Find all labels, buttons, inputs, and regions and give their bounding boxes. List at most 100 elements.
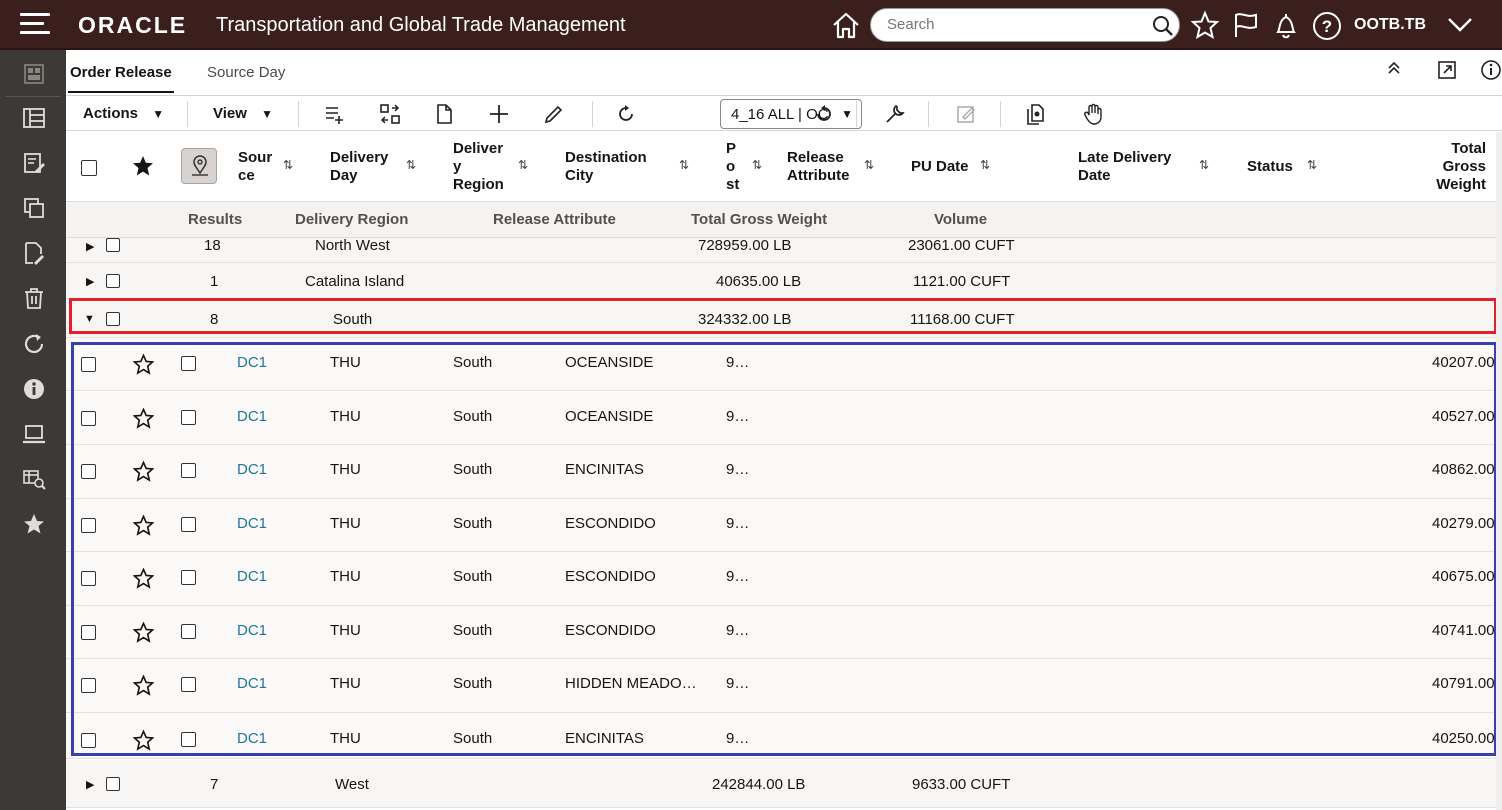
layout-icon[interactable] xyxy=(22,106,46,130)
sort-icon[interactable]: ⇅ xyxy=(283,158,294,172)
add-icon[interactable] xyxy=(488,103,510,125)
search-icon[interactable] xyxy=(1151,14,1175,38)
column-pu-date[interactable]: PU Date xyxy=(911,158,969,175)
home-icon[interactable] xyxy=(830,10,862,40)
table-row[interactable]: DC1 THU South HIDDEN MEADO… 9… 40791.00 xyxy=(66,659,1498,713)
help-icon[interactable]: ? xyxy=(1311,10,1343,42)
row-select-checkbox[interactable] xyxy=(81,464,96,479)
source-link[interactable]: DC1 xyxy=(237,675,268,692)
delete-icon[interactable] xyxy=(22,286,46,310)
column-late-delivery-date[interactable]: Late Delivery Date xyxy=(1078,149,1172,184)
search-input[interactable] xyxy=(887,16,1137,33)
refresh-icon[interactable] xyxy=(615,103,637,125)
favorite-star-icon[interactable] xyxy=(133,461,154,482)
row-flag-checkbox[interactable] xyxy=(181,410,196,425)
map-view-button[interactable] xyxy=(181,148,217,184)
row-flag-checkbox[interactable] xyxy=(181,356,196,371)
sort-icon[interactable]: ⇅ xyxy=(864,158,875,172)
column-delivery-region[interactable]: Deliver y Region xyxy=(453,140,504,193)
row-flag-checkbox[interactable] xyxy=(181,463,196,478)
new-document-icon[interactable] xyxy=(434,103,456,125)
edit-list-icon[interactable] xyxy=(22,151,46,175)
source-link[interactable]: DC1 xyxy=(237,622,268,639)
collapse-up-icon[interactable] xyxy=(1386,60,1402,76)
row-select-checkbox[interactable] xyxy=(81,357,96,372)
group-row[interactable]: ▶ 1 Catalina Island 40635.00 LB 1121.00 … xyxy=(66,263,1502,299)
sort-icon[interactable]: ⇅ xyxy=(518,158,529,172)
info-icon[interactable] xyxy=(1480,59,1502,81)
laptop-icon[interactable] xyxy=(22,422,46,446)
row-select-checkbox[interactable] xyxy=(81,625,96,640)
row-flag-checkbox[interactable] xyxy=(181,517,196,532)
group-checkbox[interactable] xyxy=(106,312,120,326)
row-flag-checkbox[interactable] xyxy=(181,570,196,585)
saved-query-select[interactable]: 4_16 ALL | OC ▼ xyxy=(720,99,862,129)
sort-icon[interactable]: ⇅ xyxy=(980,158,991,172)
sort-icon[interactable]: ⇅ xyxy=(1199,158,1210,172)
row-select-checkbox[interactable] xyxy=(81,571,96,586)
table-search-icon[interactable] xyxy=(22,467,46,491)
table-row[interactable]: DC1 THU South OCEANSIDE 9… 40527.00 xyxy=(66,392,1498,445)
flag-icon[interactable] xyxy=(1232,10,1260,40)
favorite-star-icon[interactable] xyxy=(133,354,154,375)
add-row-icon[interactable] xyxy=(324,103,346,125)
expand-triangle-icon[interactable]: ▶ xyxy=(86,276,95,288)
vertical-scrollbar[interactable] xyxy=(1496,132,1502,810)
notification-bell-icon[interactable] xyxy=(1272,10,1300,40)
expand-triangle-icon[interactable]: ▶ xyxy=(86,779,95,791)
favorite-star-icon[interactable] xyxy=(133,568,154,589)
table-row[interactable]: DC1 THU South ENCINITAS 9… 40862.00 xyxy=(66,445,1498,499)
source-link[interactable]: DC1 xyxy=(237,568,268,585)
tab-order-release[interactable]: Order Release xyxy=(68,64,174,93)
source-link[interactable]: DC1 xyxy=(237,730,268,747)
dashboard-icon[interactable] xyxy=(22,62,46,86)
copy-document-icon[interactable] xyxy=(1025,103,1047,125)
group-checkbox[interactable] xyxy=(106,777,120,791)
sort-icon[interactable]: ⇅ xyxy=(752,158,763,172)
sort-icon[interactable]: ⇅ xyxy=(679,158,690,172)
table-row[interactable]: DC1 THU South ENCINITAS 9… 40250.00 xyxy=(66,713,1498,759)
favorite-column-star-icon[interactable] xyxy=(132,155,154,177)
expand-triangle-icon[interactable]: ▶ xyxy=(86,241,95,253)
column-status[interactable]: Status xyxy=(1247,158,1293,175)
row-flag-checkbox[interactable] xyxy=(181,624,196,639)
actions-menu-button[interactable]: Actions ▼ xyxy=(83,105,164,122)
refresh-icon[interactable] xyxy=(22,332,46,356)
row-flag-checkbox[interactable] xyxy=(181,732,196,747)
info-icon[interactable] xyxy=(22,377,46,401)
column-delivery-day[interactable]: Delivery Day xyxy=(330,149,389,184)
favorite-star-icon[interactable] xyxy=(133,515,154,536)
view-menu-button[interactable]: View ▼ xyxy=(213,105,273,122)
table-row[interactable]: DC1 THU South ESCONDIDO 9… 40279.00 xyxy=(66,499,1498,552)
hamburger-menu-icon[interactable] xyxy=(20,13,50,37)
reset-icon[interactable] xyxy=(813,103,835,125)
group-checkbox[interactable] xyxy=(106,274,120,288)
pencil-edit-icon[interactable] xyxy=(543,103,565,125)
swap-rows-icon[interactable] xyxy=(379,103,401,125)
group-row[interactable]: ▶ 7 West 242844.00 LB 9633.00 CUFT xyxy=(66,760,1502,808)
collapse-triangle-icon[interactable]: ▼ xyxy=(84,313,95,325)
global-search[interactable] xyxy=(870,8,1180,42)
table-row[interactable]: DC1 THU South OCEANSIDE 9… 40207.00 xyxy=(66,338,1498,391)
tab-source-day[interactable]: Source Day xyxy=(207,64,286,81)
row-select-checkbox[interactable] xyxy=(81,518,96,533)
sort-icon[interactable]: ⇅ xyxy=(406,158,417,172)
chevron-down-icon[interactable] xyxy=(1446,14,1474,36)
group-row[interactable]: ▶ 18 North West 728959.00 LB 23061.00 CU… xyxy=(66,237,1502,263)
column-destination-city[interactable]: Destination City xyxy=(565,149,647,184)
open-external-icon[interactable] xyxy=(1436,59,1458,81)
source-link[interactable]: DC1 xyxy=(237,354,268,371)
column-total-gross-weight[interactable]: Total Gross Weight xyxy=(1436,140,1486,193)
table-row[interactable]: DC1 THU South ESCONDIDO 9… 40675.00 xyxy=(66,552,1498,606)
sort-icon[interactable]: ⇅ xyxy=(1307,158,1318,172)
column-release-attribute[interactable]: Release Attribute xyxy=(787,149,850,184)
row-select-checkbox[interactable] xyxy=(81,678,96,693)
row-select-checkbox[interactable] xyxy=(81,733,96,748)
source-link[interactable]: DC1 xyxy=(237,408,268,425)
source-link[interactable]: DC1 xyxy=(237,515,268,532)
star-icon[interactable] xyxy=(22,512,46,536)
column-source[interactable]: Sour ce xyxy=(238,149,273,184)
user-menu[interactable]: OOTB.TB xyxy=(1354,16,1426,33)
favorites-star-icon[interactable] xyxy=(1190,10,1220,40)
row-select-checkbox[interactable] xyxy=(81,411,96,426)
